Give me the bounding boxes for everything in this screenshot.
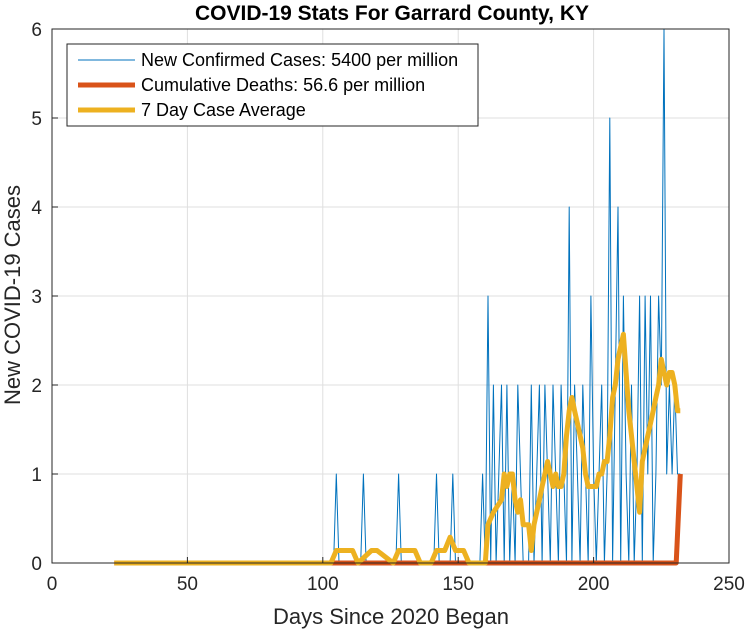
chart-title: COVID-19 Stats For Garrard County, KY (195, 2, 589, 25)
x-tick-label: 50 (177, 574, 198, 595)
legend-label-average: 7 Day Case Average (141, 100, 306, 120)
x-tick-label: 200 (578, 574, 610, 595)
x-tick-label: 150 (442, 574, 474, 595)
x-axis-label: Days Since 2020 Began (273, 604, 509, 629)
legend-label-cases: New Confirmed Cases: 5400 per million (141, 50, 458, 70)
y-tick-label: 2 (31, 376, 42, 397)
x-tick-label: 100 (307, 574, 339, 595)
legend-label-deaths: Cumulative Deaths: 56.6 per million (141, 75, 425, 95)
tick-layer: 0 50 100 150 200 250 0 1 2 3 4 5 6 (31, 20, 744, 595)
y-axis-label: New COVID-19 Cases (0, 185, 25, 405)
y-tick-label: 4 (31, 198, 42, 219)
series-7-day-average-line (114, 331, 681, 566)
y-tick-label: 3 (31, 287, 42, 308)
y-tick-label: 5 (31, 109, 42, 130)
x-tick-label: 0 (47, 574, 58, 595)
y-tick-label: 6 (31, 20, 42, 41)
legend-box (66, 43, 479, 127)
legend: New Confirmed Cases: 5400 per million Cu… (66, 43, 479, 127)
y-tick-label: 0 (31, 554, 42, 575)
x-tick-label: 250 (713, 574, 745, 595)
y-tick-label: 1 (31, 465, 42, 486)
